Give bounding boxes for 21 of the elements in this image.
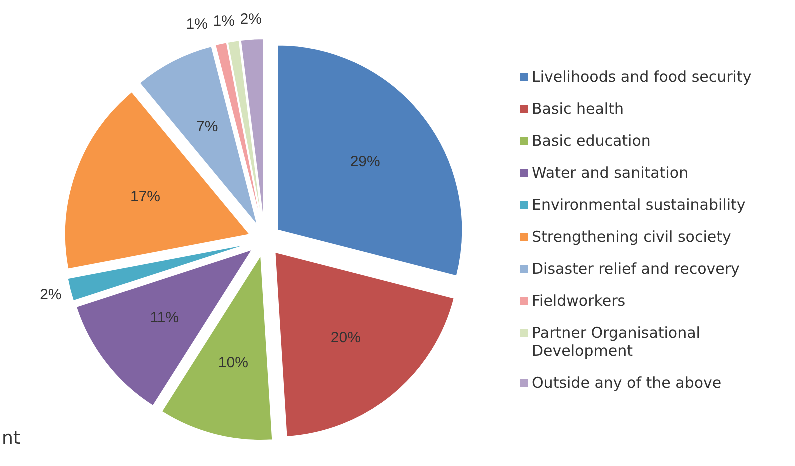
legend-label: Basic education xyxy=(532,132,651,150)
legend-label: Disaster relief and recovery xyxy=(532,260,740,278)
data-label: 1% xyxy=(213,13,235,30)
data-label: 1% xyxy=(186,16,208,33)
data-label: 7% xyxy=(196,118,218,136)
data-label: 2% xyxy=(40,286,62,304)
legend-label: Outside any of the above xyxy=(532,374,722,392)
legend-label: Strengthening civil society xyxy=(532,228,732,246)
legend-label: Basic health xyxy=(532,100,624,118)
legend-label: Water and sanitation xyxy=(532,164,689,182)
legend-label: Environmental sustainability xyxy=(532,196,746,214)
data-label: 20% xyxy=(330,329,361,346)
data-label: 11% xyxy=(150,309,180,326)
data-label: 29% xyxy=(350,154,380,171)
data-label: 17% xyxy=(130,188,161,206)
legend-label: Fieldworkers xyxy=(532,292,626,310)
legend-label: Livelihoods and food security xyxy=(532,68,752,86)
legend-label: Partner Organisational Development xyxy=(532,324,702,360)
text: nt xyxy=(2,428,20,449)
data-label: 2% xyxy=(240,10,262,28)
data-label: 10% xyxy=(218,354,248,372)
